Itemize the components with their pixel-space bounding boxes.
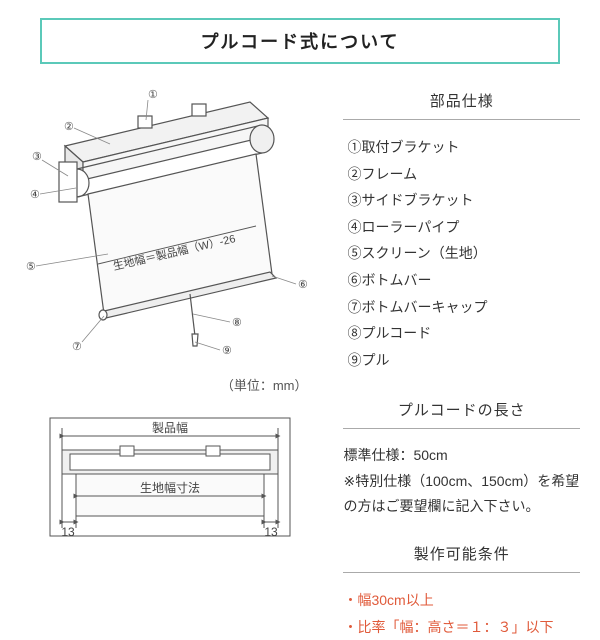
label-margin-left: 13 — [61, 525, 75, 539]
parts-list: ①取付ブラケット ②フレーム ③サイドブラケット ④ローラーパイプ ⑤スクリーン… — [343, 134, 580, 373]
list-item: ⑨プル — [347, 347, 580, 374]
callout-1: ① — [148, 89, 158, 101]
list-item: ④ローラーパイプ — [347, 214, 580, 241]
label-product-width: 製品幅 — [152, 420, 188, 435]
callout-9: ⑨ — [222, 345, 232, 357]
list-item: ②フレーム — [347, 161, 580, 188]
list-item: 比率「幅：高さ＝１：３」以下 — [343, 614, 580, 640]
heading-conditions: 製作可能条件 — [343, 537, 580, 573]
cord-note: ※特別仕様（100cm、150cm）を希望の方はご要望欄に記入下さい。 — [343, 473, 579, 514]
list-item: ③サイドブラケット — [347, 187, 580, 214]
list-item: ⑧プルコード — [347, 320, 580, 347]
list-item: 幅30cm以上 — [343, 587, 580, 614]
label-margin-right: 13 — [264, 525, 278, 539]
heading-parts: 部品仕様 — [343, 84, 580, 120]
left-column: 生地幅＝製品幅（W）-26 ① ② ③ ④ ⑤ ⑥ ⑦ ⑧ — [20, 84, 325, 640]
list-item: ①取付ブラケット — [347, 134, 580, 161]
cord-length-text: 標準仕様：50cm ※特別仕様（100cm、150cm）を希望の方はご要望欄に記… — [343, 443, 580, 519]
list-item: ⑦ボトムバーキャップ — [347, 294, 580, 321]
callout-7: ⑦ — [72, 341, 82, 353]
conditions-list: 幅30cm以上 比率「幅：高さ＝１：３」以下 — [343, 587, 580, 640]
unit-label: （単位：mm） — [20, 375, 307, 394]
main-layout: 生地幅＝製品幅（W）-26 ① ② ③ ④ ⑤ ⑥ ⑦ ⑧ — [20, 84, 580, 640]
callout-4: ④ — [30, 189, 40, 201]
heading-cord: プルコードの長さ — [343, 393, 580, 429]
callout-3: ③ — [32, 151, 42, 163]
callout-8: ⑧ — [232, 317, 242, 329]
label-fabric-width: 生地幅寸法 — [140, 480, 200, 495]
diagram-top-view: 製品幅 生地幅寸法 13 13 — [20, 400, 320, 550]
list-item: ⑤スクリーン（生地） — [347, 240, 580, 267]
callout-5: ⑤ — [26, 261, 36, 273]
right-column: 部品仕様 ①取付ブラケット ②フレーム ③サイドブラケット ④ローラーパイプ ⑤… — [343, 84, 580, 640]
diagram-3d-roller: 生地幅＝製品幅（W）-26 ① ② ③ ④ ⑤ ⑥ ⑦ ⑧ — [20, 84, 320, 364]
callout-2: ② — [64, 121, 74, 133]
cord-standard: 標準仕様：50cm — [343, 447, 447, 463]
callout-6: ⑥ — [298, 279, 308, 291]
page-title: プルコード式について — [40, 18, 560, 64]
list-item: ⑥ボトムバー — [347, 267, 580, 294]
